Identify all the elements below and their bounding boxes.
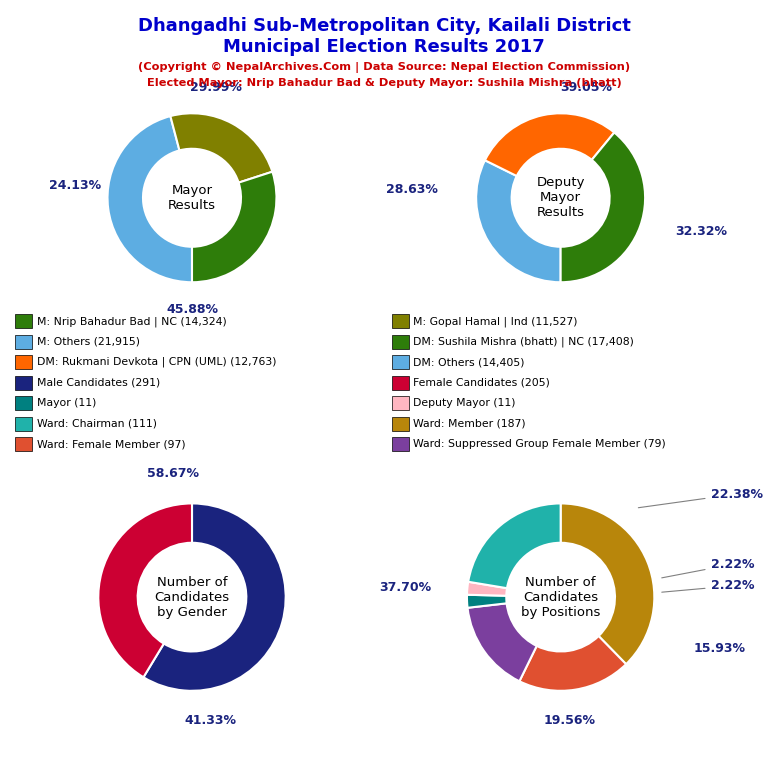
Text: DM: Others (14,405): DM: Others (14,405) [413, 357, 525, 367]
Text: 24.13%: 24.13% [49, 179, 101, 191]
Text: M: Others (21,915): M: Others (21,915) [37, 336, 140, 347]
Text: 29.99%: 29.99% [190, 81, 242, 94]
Text: 58.67%: 58.67% [147, 467, 199, 480]
Text: Ward: Suppressed Group Female Member (79): Ward: Suppressed Group Female Member (79… [413, 439, 666, 449]
Wedge shape [467, 594, 507, 607]
Wedge shape [485, 114, 614, 176]
Text: Deputy
Mayor
Results: Deputy Mayor Results [536, 177, 585, 219]
Text: 28.63%: 28.63% [386, 183, 438, 196]
Text: Dhangadhi Sub-Metropolitan City, Kailali District: Dhangadhi Sub-Metropolitan City, Kailali… [137, 17, 631, 35]
Text: 19.56%: 19.56% [544, 714, 596, 727]
Text: Ward: Female Member (97): Ward: Female Member (97) [37, 439, 186, 449]
Text: 2.22%: 2.22% [662, 558, 754, 578]
Text: DM: Sushila Mishra (bhatt) | NC (17,408): DM: Sushila Mishra (bhatt) | NC (17,408) [413, 336, 634, 347]
Text: Municipal Election Results 2017: Municipal Election Results 2017 [223, 38, 545, 56]
Text: Ward: Chairman (111): Ward: Chairman (111) [37, 419, 157, 429]
Text: 37.70%: 37.70% [379, 581, 432, 594]
Text: Elected Mayor: Nrip Bahadur Bad & Deputy Mayor: Sushila Mishra (bhatt): Elected Mayor: Nrip Bahadur Bad & Deputy… [147, 78, 621, 88]
Text: 15.93%: 15.93% [694, 642, 746, 655]
Text: 32.32%: 32.32% [674, 225, 727, 238]
Text: 41.33%: 41.33% [185, 714, 237, 727]
Text: 45.88%: 45.88% [166, 303, 218, 316]
Wedge shape [468, 504, 561, 588]
Text: Mayor
Results: Mayor Results [168, 184, 216, 212]
Wedge shape [192, 172, 276, 283]
Wedge shape [467, 581, 507, 596]
Text: Number of
Candidates
by Positions: Number of Candidates by Positions [521, 576, 601, 618]
Text: 2.22%: 2.22% [662, 579, 754, 592]
Text: 39.05%: 39.05% [560, 81, 612, 94]
Wedge shape [144, 504, 286, 690]
Text: Male Candidates (291): Male Candidates (291) [37, 378, 160, 388]
Wedge shape [108, 116, 192, 283]
Wedge shape [170, 114, 273, 183]
Wedge shape [476, 161, 561, 283]
Text: Ward: Member (187): Ward: Member (187) [413, 419, 526, 429]
Text: Number of
Candidates
by Gender: Number of Candidates by Gender [154, 576, 230, 618]
Text: Female Candidates (205): Female Candidates (205) [413, 378, 550, 388]
Wedge shape [468, 604, 537, 681]
Text: (Copyright © NepalArchives.Com | Data Source: Nepal Election Commission): (Copyright © NepalArchives.Com | Data So… [138, 61, 630, 72]
Text: M: Nrip Bahadur Bad | NC (14,324): M: Nrip Bahadur Bad | NC (14,324) [37, 316, 227, 326]
Wedge shape [561, 504, 654, 664]
Text: Mayor (11): Mayor (11) [37, 398, 96, 409]
Wedge shape [519, 636, 626, 690]
Text: 22.38%: 22.38% [638, 488, 763, 508]
Text: DM: Rukmani Devkota | CPN (UML) (12,763): DM: Rukmani Devkota | CPN (UML) (12,763) [37, 357, 276, 368]
Text: Deputy Mayor (11): Deputy Mayor (11) [413, 398, 515, 409]
Wedge shape [561, 133, 645, 283]
Text: M: Gopal Hamal | Ind (11,527): M: Gopal Hamal | Ind (11,527) [413, 316, 578, 326]
Wedge shape [98, 504, 192, 677]
